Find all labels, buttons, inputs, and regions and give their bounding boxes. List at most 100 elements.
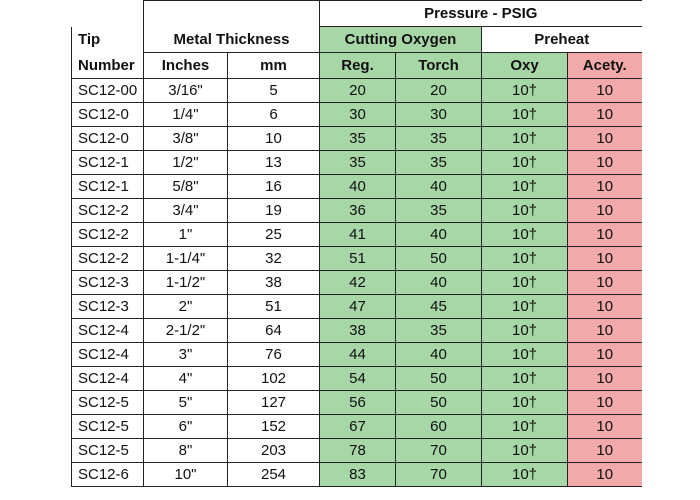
- acety-preheat-cell: 10: [566, 126, 642, 151]
- table-row: SC12-3 2" 51 47 45 10† 10: [71, 294, 642, 319]
- oxy-preheat-cell: 10†: [481, 174, 568, 199]
- mm-cell: 254: [227, 462, 320, 487]
- acety-preheat-cell: 10: [566, 318, 642, 343]
- mm-cell: 19: [227, 198, 320, 223]
- tip-number-cell: SC12-4: [71, 342, 144, 367]
- oxy-preheat-cell: 10†: [481, 246, 568, 271]
- table-row: SC12-0 1/4" 6 30 30 10† 10: [71, 102, 642, 127]
- reg-pressure-cell: 41: [319, 222, 396, 247]
- table-row: SC12-5 5" 127 56 50 10† 10: [71, 390, 642, 415]
- torch-pressure-cell: 35: [395, 150, 482, 175]
- table-row: SC12-4 2-1/2" 64 38 35 10† 10: [71, 318, 642, 343]
- tip-number-cell: SC12-2: [71, 222, 144, 247]
- tip-number-cell: SC12-2: [71, 246, 144, 271]
- torch-header: Torch: [395, 52, 482, 79]
- inches-cell: 1-1/4": [143, 246, 228, 271]
- oxy-preheat-cell: 10†: [481, 126, 568, 151]
- oxy-preheat-cell: 10†: [481, 462, 568, 487]
- inches-cell: 8": [143, 438, 228, 463]
- inches-cell: 1/4": [143, 102, 228, 127]
- table-row: SC12-0 3/8" 10 35 35 10† 10: [71, 126, 642, 151]
- torch-pressure-cell: 70: [395, 462, 482, 487]
- reg-pressure-cell: 47: [319, 294, 396, 319]
- mm-cell: 152: [227, 414, 320, 439]
- tip-number-cell: SC12-0: [71, 126, 144, 151]
- oxy-preheat-cell: 10†: [481, 78, 568, 103]
- inches-cell: 3/16": [143, 78, 228, 103]
- reg-pressure-cell: 67: [319, 414, 396, 439]
- acety-preheat-cell: 10: [566, 390, 642, 415]
- tip-number-cell: SC12-5: [71, 438, 144, 463]
- reg-pressure-cell: 30: [319, 102, 396, 127]
- metal-thickness-header: Metal Thickness: [143, 26, 320, 53]
- table-row: SC12-00 3/16" 5 20 20 10† 10: [71, 78, 642, 103]
- acety-preheat-cell: 10: [566, 294, 642, 319]
- table-row: SC12-2 1-1/4" 32 51 50 10† 10: [71, 246, 642, 271]
- tip-number-cell: SC12-4: [71, 318, 144, 343]
- inches-cell: 6": [143, 414, 228, 439]
- inches-cell: 4": [143, 366, 228, 391]
- header-blank-cell: [71, 0, 144, 27]
- inches-cell: 1/2": [143, 150, 228, 175]
- acety-preheat-cell: 10: [566, 78, 642, 103]
- torch-pressure-cell: 40: [395, 342, 482, 367]
- reg-pressure-cell: 51: [319, 246, 396, 271]
- torch-pressure-cell: 40: [395, 174, 482, 199]
- tip-number-cell: SC12-1: [71, 174, 144, 199]
- mm-cell: 64: [227, 318, 320, 343]
- reg-pressure-cell: 38: [319, 318, 396, 343]
- mm-cell: 203: [227, 438, 320, 463]
- reg-pressure-cell: 35: [319, 150, 396, 175]
- reg-header: Reg.: [319, 52, 396, 79]
- mm-cell: 6: [227, 102, 320, 127]
- reg-pressure-cell: 20: [319, 78, 396, 103]
- table-row: SC12-4 4" 102 54 50 10† 10: [71, 366, 642, 391]
- tip-chart: Pressure - PSIG Tip Metal Thickness Cutt…: [71, 0, 700, 500]
- acety-preheat-cell: 10: [566, 414, 642, 439]
- acety-preheat-cell: 10: [566, 102, 642, 127]
- acety-preheat-cell: 10: [566, 174, 642, 199]
- reg-pressure-cell: 44: [319, 342, 396, 367]
- tip-number-cell: SC12-6: [71, 462, 144, 487]
- mm-cell: 25: [227, 222, 320, 247]
- reg-pressure-cell: 36: [319, 198, 396, 223]
- mm-cell: 102: [227, 366, 320, 391]
- mm-cell: 5: [227, 78, 320, 103]
- oxy-preheat-cell: 10†: [481, 102, 568, 127]
- preheat-header: Preheat: [480, 26, 642, 53]
- cutting-tip-table: Pressure - PSIG Tip Metal Thickness Cutt…: [71, 0, 642, 487]
- inches-header: Inches: [143, 52, 228, 79]
- inches-cell: 3/4": [143, 198, 228, 223]
- mm-cell: 38: [227, 270, 320, 295]
- torch-pressure-cell: 70: [395, 438, 482, 463]
- acety-preheat-cell: 10: [566, 462, 642, 487]
- reg-pressure-cell: 78: [319, 438, 396, 463]
- acety-preheat-cell: 10: [566, 366, 642, 391]
- table-row: SC12-5 6" 152 67 60 10† 10: [71, 414, 642, 439]
- tip-number-cell: SC12-3: [71, 294, 144, 319]
- tip-number-cell: SC12-3: [71, 270, 144, 295]
- reg-pressure-cell: 54: [319, 366, 396, 391]
- table-row: SC12-2 1" 25 41 40 10† 10: [71, 222, 642, 247]
- mm-cell: 32: [227, 246, 320, 271]
- reg-pressure-cell: 40: [319, 174, 396, 199]
- table-row: SC12-3 1-1/2" 38 42 40 10† 10: [71, 270, 642, 295]
- oxy-preheat-cell: 10†: [481, 150, 568, 175]
- mm-cell: 16: [227, 174, 320, 199]
- oxy-preheat-cell: 10†: [481, 414, 568, 439]
- table-row: SC12-1 1/2" 13 35 35 10† 10: [71, 150, 642, 175]
- oxy-preheat-cell: 10†: [481, 390, 568, 415]
- acety-preheat-cell: 10: [566, 270, 642, 295]
- table-row: SC12-6 10" 254 83 70 10† 10: [71, 462, 642, 487]
- acety-preheat-cell: 10: [566, 438, 642, 463]
- tip-number-header-line1: Tip: [71, 26, 144, 53]
- table-body: SC12-00 3/16" 5 20 20 10† 10 SC12-0 1/4" 6 30 30 10†…: [71, 78, 642, 487]
- table-row: SC12-4 3" 76 44 40 10† 10: [71, 342, 642, 367]
- oxy-preheat-cell: 10†: [481, 342, 568, 367]
- torch-pressure-cell: 35: [395, 126, 482, 151]
- oxy-header: Oxy: [481, 52, 568, 79]
- inches-cell: 5/8": [143, 174, 228, 199]
- torch-pressure-cell: 40: [395, 222, 482, 247]
- tip-number-cell: SC12-2: [71, 198, 144, 223]
- torch-pressure-cell: 60: [395, 414, 482, 439]
